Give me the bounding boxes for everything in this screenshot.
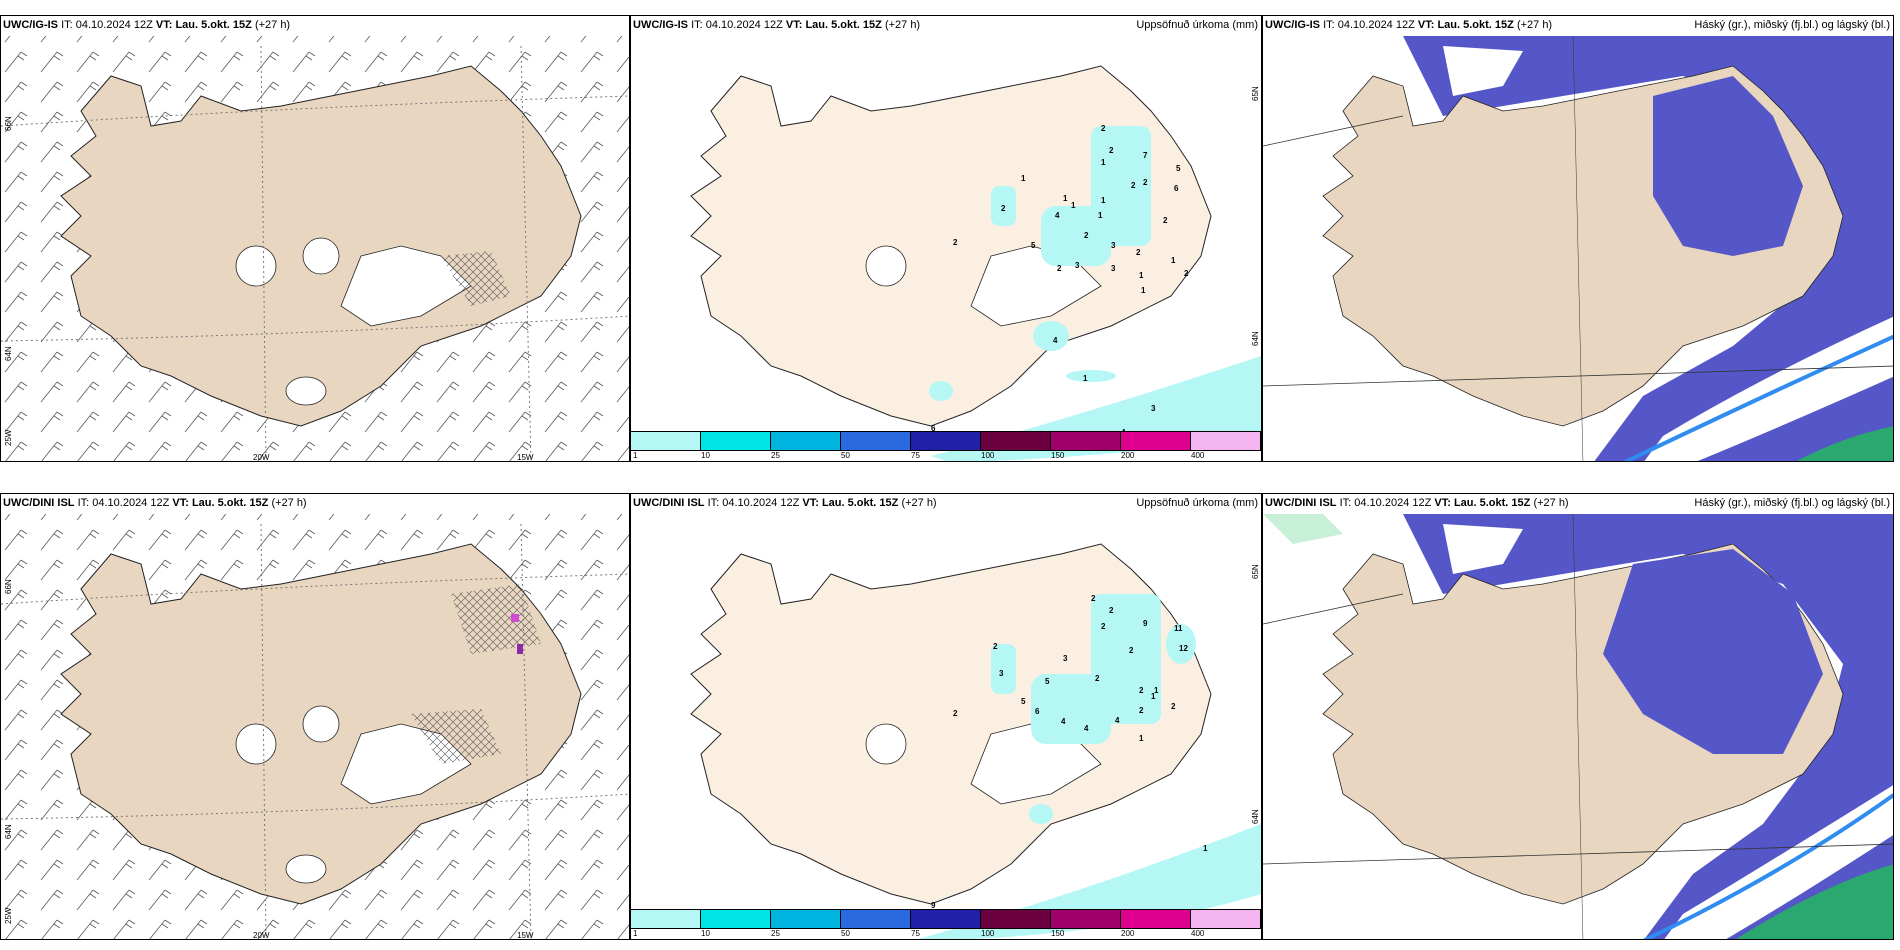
lon-label: 15W: [517, 931, 534, 940]
panel-wind-dini: UWC/DINI ISL IT: 04.10.2024 12Z VT: Lau.…: [0, 493, 630, 940]
panel-precip-igis: UWC/IG-IS IT: 04.10.2024 12Z VT: Lau. 5.…: [630, 15, 1262, 462]
colorbar-swatch: [1121, 432, 1191, 450]
iceland-land: [690, 65, 1212, 427]
colorbar-swatch: [701, 910, 771, 928]
colorbar: [631, 431, 1261, 451]
colorbar-swatch: [771, 910, 841, 928]
lon-label: 15W: [517, 453, 534, 462]
colorbar-swatch: [981, 910, 1051, 928]
colorbar-labels: 1 10 25 50 75 100 150 200 400: [633, 451, 1205, 460]
panel-header: UWC/IG-IS IT: 04.10.2024 12Z VT: Lau. 5.…: [3, 19, 291, 31]
colorbar-swatch: [631, 910, 701, 928]
colorbar-labels: 1 10 25 50 75 100 150 200 400: [633, 929, 1205, 938]
panel-cloud-igis: UWC/IG-IS IT: 04.10.2024 12Z VT: Lau. 5.…: [1262, 15, 1894, 462]
lon-label-left: 25W: [4, 429, 13, 446]
panel-title: Uppsöfnuð úrkoma (mm): [1136, 497, 1258, 509]
lon-label: 20W: [253, 931, 270, 940]
lon-label: 20W: [253, 453, 270, 462]
lat-label: 66N: [4, 116, 13, 131]
colorbar-swatch: [981, 432, 1051, 450]
panel-title: Háský (gr.), miðský (fj.bl.) og lágský (…: [1694, 497, 1890, 509]
model-name: UWC/DINI ISL: [633, 497, 705, 509]
colorbar-swatch: [841, 432, 911, 450]
colorbar-swatch: [841, 910, 911, 928]
panel-title: Uppsöfnuð úrkoma (mm): [1136, 19, 1258, 31]
lat-label-right: 64N: [1251, 809, 1260, 824]
panel-wind-igis: UWC/IG-IS IT: 04.10.2024 12Z VT: Lau. 5.…: [0, 15, 630, 462]
panel-header: UWC/IG-IS IT: 04.10.2024 12Z VT: Lau. 5.…: [633, 19, 921, 31]
colorbar-swatch: [911, 432, 981, 450]
colorbar-swatch: [771, 432, 841, 450]
lat-label-right: 65N: [1251, 564, 1260, 579]
colorbar-swatch: [1121, 910, 1191, 928]
colorbar-swatch: [701, 432, 771, 450]
lon-label-left: 25W: [4, 907, 13, 924]
precip-map: [690, 543, 1261, 939]
model-name: UWC/IG-IS: [633, 19, 688, 31]
colorbar: [631, 909, 1261, 929]
cloud-map: [1263, 513, 1893, 939]
wind-map: [1, 514, 629, 939]
model-name: UWC/DINI ISL: [1265, 497, 1337, 509]
colorbar-swatch: [1191, 432, 1261, 450]
lat-label: 66N: [4, 579, 13, 594]
colorbar-swatch: [631, 432, 701, 450]
panel-title: Háský (gr.), miðský (fj.bl.) og lágský (…: [1694, 19, 1890, 31]
panel-header: UWC/DINI ISL IT: 04.10.2024 12Z VT: Lau.…: [3, 497, 307, 509]
panel-header: UWC/IG-IS IT: 04.10.2024 12Z VT: Lau. 5.…: [1265, 19, 1553, 31]
lat-label-right: 65N: [1251, 86, 1260, 101]
panel-precip-dini: UWC/DINI ISL IT: 04.10.2024 12Z VT: Lau.…: [630, 493, 1262, 940]
panel-cloud-dini: UWC/DINI ISL IT: 04.10.2024 12Z VT: Lau.…: [1262, 493, 1894, 940]
wind-map: [1, 36, 629, 461]
colorbar-swatch: [1051, 910, 1121, 928]
iceland-land: [690, 543, 1212, 905]
model-name: UWC/IG-IS: [1265, 19, 1320, 31]
model-name: UWC/DINI ISL: [3, 497, 75, 509]
colorbar-swatch: [911, 910, 981, 928]
colorbar-swatch: [1191, 910, 1261, 928]
cloud-map: [1263, 35, 1893, 461]
lat-label: 64N: [4, 346, 13, 361]
model-name: UWC/IG-IS: [3, 19, 58, 31]
lat-label: 64N: [4, 824, 13, 839]
panel-header: UWC/DINI ISL IT: 04.10.2024 12Z VT: Lau.…: [633, 497, 937, 509]
panel-header: UWC/DINI ISL IT: 04.10.2024 12Z VT: Lau.…: [1265, 497, 1569, 509]
lat-label-right: 64N: [1251, 331, 1260, 346]
precip-map: [690, 65, 1261, 461]
colorbar-swatch: [1051, 432, 1121, 450]
